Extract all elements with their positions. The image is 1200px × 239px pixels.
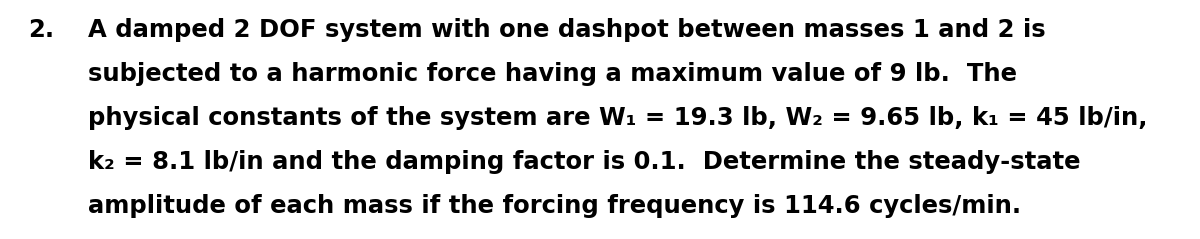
Text: amplitude of each mass if the forcing frequency is 114.6 cycles/min.: amplitude of each mass if the forcing fr… bbox=[88, 194, 1021, 218]
Text: 2.: 2. bbox=[28, 18, 54, 42]
Text: subjected to a harmonic force having a maximum value of 9 lb.  The: subjected to a harmonic force having a m… bbox=[88, 62, 1018, 86]
Text: A damped 2 DOF system with one dashpot between masses 1 and 2 is: A damped 2 DOF system with one dashpot b… bbox=[88, 18, 1045, 42]
Text: physical constants of the system are W₁ = 19.3 lb, W₂ = 9.65 lb, k₁ = 45 lb/in,: physical constants of the system are W₁ … bbox=[88, 106, 1147, 130]
Text: k₂ = 8.1 lb/in and the damping factor is 0.1.  Determine the steady-state: k₂ = 8.1 lb/in and the damping factor is… bbox=[88, 150, 1080, 174]
